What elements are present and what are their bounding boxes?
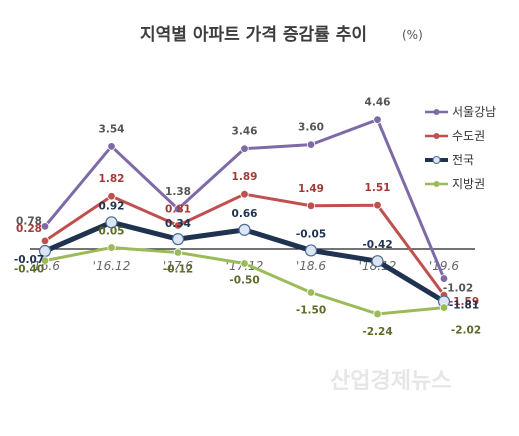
x-tick-label: '19.6	[429, 259, 459, 273]
nationwide-data-label: -0.05	[296, 228, 326, 240]
nationwide-point	[238, 223, 251, 236]
capital-region-point	[40, 236, 50, 246]
nationwide-data-label: -0.42	[362, 239, 392, 251]
nationwide-point	[171, 233, 185, 246]
series-points	[38, 115, 451, 319]
seoul-gangnam-data-label: -1.02	[443, 283, 473, 295]
capital-region-point	[373, 201, 382, 210]
capital-region-data-label: 0.81	[165, 204, 191, 216]
provinces-point	[240, 259, 249, 268]
capital-region-data-label: -1.59	[449, 296, 479, 308]
seoul-gangnam-legend-label: 서울강남	[452, 105, 496, 119]
provinces-point	[173, 248, 183, 257]
x-tick-label: '18.6	[296, 259, 326, 273]
capital-region-point	[107, 192, 116, 201]
nationwide-data-label: 0.34	[165, 218, 191, 230]
x-tick-label: '17.6	[163, 259, 193, 273]
nationwide-legend-label: 전국	[452, 153, 474, 167]
nationwide-point	[304, 244, 318, 257]
nationwide-point	[371, 255, 384, 268]
x-tick-label: '16.6	[30, 259, 60, 273]
seoul-gangnam-data-label: 0.78	[16, 215, 42, 227]
nationwide-data-label: 0.66	[232, 208, 258, 220]
seoul-gangnam-data-label: 3.60	[298, 122, 324, 134]
provinces-data-label: -1.50	[296, 305, 326, 317]
provinces-legend-label: 지방권	[452, 177, 485, 191]
capital-region-point	[173, 221, 183, 230]
seoul-gangnam-point	[40, 222, 50, 231]
seoul-gangnam-data-label: 3.54	[99, 123, 125, 135]
capital-region-data-label: 1.51	[365, 182, 391, 194]
chart-title: 지역별 아파트 가격 증감률 추이	[140, 25, 367, 45]
provinces-data-label: -0.12	[163, 263, 193, 275]
provinces-data-label: -2.24	[362, 326, 392, 338]
seoul-gangnam-point	[107, 142, 116, 151]
seoul-gangnam-data-label: 1.38	[165, 186, 191, 198]
nationwide-data-label: -0.07	[14, 254, 44, 266]
provinces-data-label: 0.05	[99, 226, 125, 238]
nationwide-legend-marker	[432, 156, 441, 164]
provinces-point	[373, 309, 382, 319]
seoul-gangnam-legend-marker	[433, 109, 440, 115]
capital-region-data-label: 1.89	[232, 171, 258, 183]
provinces-point	[107, 243, 116, 252]
nationwide-data-label: -1.81	[449, 299, 479, 311]
seoul-gangnam-point	[439, 274, 449, 283]
capital-region-point	[240, 189, 249, 199]
provinces-data-label: -0.50	[229, 275, 259, 287]
nationwide-point	[105, 216, 118, 229]
watermark: 산업경제뉴스	[330, 369, 451, 394]
provinces-legend-marker	[433, 181, 440, 187]
provinces-data-label: -2.02	[451, 325, 481, 337]
provinces-point	[40, 256, 50, 265]
seoul-gangnam-point	[373, 115, 382, 124]
seoul-gangnam-point	[306, 140, 316, 149]
data-labels: 0.78 3.54 1.38 3.46 3.60 4.46 -1.02 0.28 1.82 0.8…	[14, 97, 481, 338]
seoul-gangnam-point	[240, 144, 249, 153]
capital-region-legend-label: 수도권	[452, 129, 485, 143]
seoul-gangnam-data-label: 3.46	[232, 126, 258, 138]
provinces-point	[439, 303, 449, 312]
seoul-gangnam-point	[173, 204, 183, 214]
x-tick-label: '16.12	[93, 259, 131, 273]
provinces-data-label: -0.40	[14, 264, 44, 276]
capital-region-data-label: 1.82	[99, 173, 125, 185]
nationwide-data-label: 0.92	[99, 200, 125, 212]
seoul-gangnam-data-label: 4.46	[365, 97, 391, 109]
provinces-point	[306, 288, 316, 297]
chart-unit: (%)	[402, 28, 423, 42]
capital-region-point	[306, 201, 316, 210]
capital-region-legend-marker	[433, 133, 440, 139]
capital-region-data-label: 1.49	[298, 183, 324, 195]
capital-region-data-label: 0.28	[16, 223, 42, 235]
